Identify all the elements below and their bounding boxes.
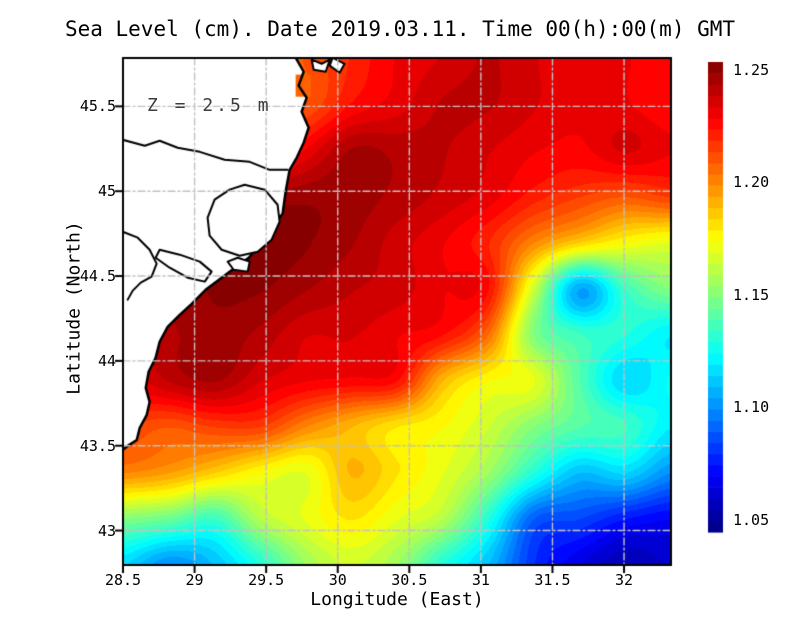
x-tick-label: 28.5 <box>104 571 142 589</box>
colorbar-tick-label: 1.15 <box>733 285 770 304</box>
x-tick-label: 30.5 <box>391 571 428 589</box>
y-tick-label: 43 <box>97 521 116 540</box>
x-tick-label: 32 <box>615 571 634 589</box>
colorbar-tick-label: 1.25 <box>733 60 770 79</box>
colorbar-tick-label: 1.10 <box>733 398 770 417</box>
y-tick-label: 45.5 <box>79 97 116 116</box>
depth-annotation: Z = 2.5 m <box>147 95 272 116</box>
x-tick-label: 31.5 <box>534 571 571 589</box>
x-tick-label: 31 <box>471 571 490 589</box>
y-tick-label: 44 <box>97 351 116 370</box>
colorbar-tick-label: 1.20 <box>733 173 770 192</box>
x-tick-label: 30 <box>328 571 347 589</box>
y-tick-label: 44.5 <box>79 267 116 286</box>
x-axis-label: Longitude (East) <box>310 589 484 610</box>
y-tick-label: 45 <box>97 182 116 201</box>
y-tick-label: 43.5 <box>79 436 116 455</box>
x-tick-label: 29.5 <box>248 571 285 589</box>
x-tick-label: 29 <box>185 571 204 589</box>
colorbar-tick-label: 1.05 <box>733 510 770 529</box>
